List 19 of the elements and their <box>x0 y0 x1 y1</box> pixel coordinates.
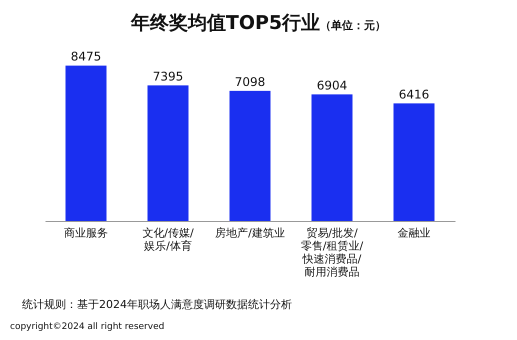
x-tick-label: 贸易/批发/零售/租赁业/快速消费品/耐用消费品 <box>300 226 364 278</box>
data-label: 6416 <box>398 87 430 102</box>
x-tick-label: 房地产/建筑业 <box>215 226 285 240</box>
data-label: 6904 <box>316 78 348 92</box>
bar <box>148 85 188 221</box>
bar <box>312 94 352 221</box>
chart-title: 年终奖均值TOP5行业 <box>130 11 320 36</box>
bar <box>66 66 106 221</box>
bar <box>394 103 434 221</box>
data-label: 7395 <box>152 69 184 84</box>
text: copyright©2024 all right reserved <box>10 321 166 334</box>
data-label: 7098 <box>234 74 266 89</box>
bar <box>230 90 270 221</box>
chart-subtitle: （单位：元） <box>320 18 386 33</box>
x-tick-label: 金融业 <box>398 226 430 240</box>
data-label: 8475 <box>70 50 102 64</box>
text: 统计规则：基于2024年职场人满意度调研数据统计分析 <box>22 297 293 312</box>
x-tick-label: 文化/传媒/娱乐/体育 <box>142 226 194 252</box>
x-tick-label: 商业服务 <box>64 226 108 240</box>
